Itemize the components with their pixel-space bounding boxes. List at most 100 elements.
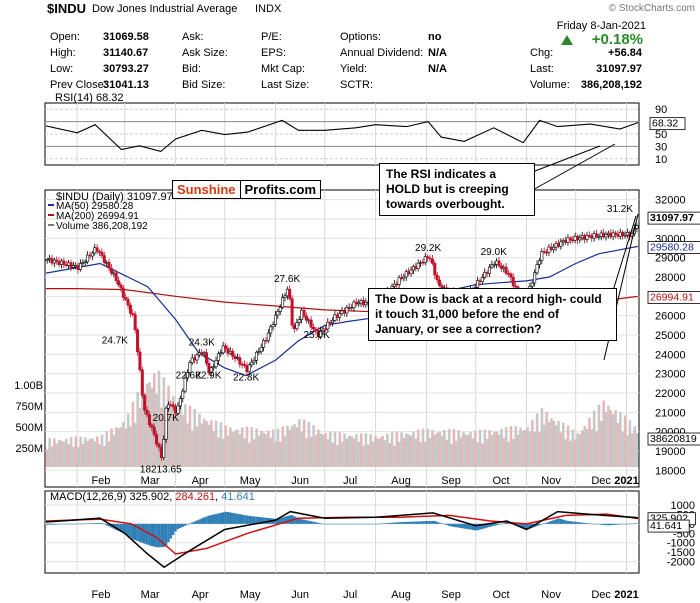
volume-bar	[388, 442, 392, 467]
price-axis-label: 29000	[655, 253, 686, 265]
quote-label: Prev Close:	[50, 79, 107, 91]
legend-swatch	[48, 224, 54, 226]
quote-value: N/A	[428, 63, 447, 75]
price-candle	[112, 272, 116, 275]
volume-bar	[84, 437, 87, 467]
macd-histogram-bar	[264, 517, 268, 524]
volume-bar	[428, 437, 432, 467]
macd-histogram-bar	[321, 523, 325, 525]
macd-histogram-bar	[317, 522, 320, 524]
price-candle	[423, 256, 427, 264]
volume-bar	[621, 431, 625, 467]
volume-bar	[592, 410, 596, 467]
volume-bar	[371, 441, 375, 467]
volume-bar	[405, 433, 408, 467]
volume-bar	[88, 439, 92, 467]
quote-label: SCTR:	[340, 79, 373, 91]
volume-bar	[526, 427, 529, 467]
volume-bar	[502, 437, 506, 467]
price-annotation: 25.0K	[304, 330, 330, 341]
macd-histogram-bar	[474, 523, 477, 531]
price-candle	[262, 340, 266, 348]
month-label: 2021	[614, 589, 638, 601]
price-candle	[587, 235, 591, 237]
macd-histogram-bar	[566, 520, 570, 524]
price-candle	[338, 313, 342, 318]
macd-histogram-bar	[131, 523, 135, 540]
macd-histogram-bar	[324, 523, 327, 525]
macd-histogram-bar	[502, 523, 505, 525]
volume-bar	[367, 444, 370, 467]
price-annotation: 22.6K	[176, 371, 202, 382]
macd-histogram-bar	[274, 518, 277, 524]
price-annotation: 27.6K	[274, 274, 300, 285]
macd-histogram-bar	[245, 515, 249, 524]
macd-histogram-bar	[136, 523, 139, 542]
volume-bar	[485, 438, 489, 467]
volume-bar	[369, 434, 372, 467]
volume-bar	[110, 428, 113, 467]
price-candle	[514, 285, 518, 288]
volume-bar	[504, 426, 508, 467]
volume-bar	[126, 413, 130, 467]
volume-bar	[585, 428, 589, 467]
price-candle	[304, 315, 308, 321]
macd-axis-label: 1000	[671, 500, 695, 512]
macd-histogram-bar	[462, 523, 465, 529]
volume-bar	[590, 429, 594, 467]
volume-bar	[350, 436, 353, 467]
price-annotation: 29.2K	[415, 243, 441, 254]
macd-histogram-bar	[369, 523, 372, 525]
volume-bar	[395, 431, 399, 467]
macd-histogram-bar	[105, 523, 108, 526]
macd-histogram-bar	[250, 516, 253, 524]
volume-bar	[390, 432, 394, 467]
volume-bar	[288, 429, 292, 467]
price-candle	[319, 330, 323, 338]
price-legend-text: MA(200) 26994.91	[56, 211, 139, 222]
rsi-callout: The RSI indicates a HOLD but is creeping…	[379, 163, 535, 216]
quote-date: Friday 8-Jan-2021	[556, 20, 646, 32]
volume-bar	[305, 438, 308, 467]
price-candle	[342, 310, 346, 314]
volume-bar	[129, 426, 132, 467]
price-candle	[233, 355, 237, 359]
month-label: Oct	[493, 589, 510, 601]
price-candle	[74, 264, 78, 267]
price-legend-item: Volume 386,208,192	[48, 221, 148, 232]
macd-histogram-bar	[359, 523, 363, 525]
macd-hist-current-label: 41.641	[650, 520, 682, 532]
volume-bar	[583, 425, 586, 467]
month-label: Nov	[541, 589, 561, 601]
price-axis-label: 21000	[655, 407, 686, 419]
price-candle	[597, 236, 601, 238]
macd-histogram-bar	[141, 523, 144, 543]
volume-bar	[561, 422, 565, 467]
volume-bar	[602, 400, 606, 467]
volume-bar	[181, 414, 185, 467]
macd-histogram-bar	[445, 523, 448, 526]
price-candle	[224, 345, 228, 349]
macd-value: 325.902	[129, 491, 170, 503]
volume-bar	[172, 396, 175, 467]
volume-bar	[538, 432, 541, 467]
volume-axis-label: 250M	[15, 443, 43, 455]
macd-histogram-bar	[450, 523, 453, 527]
price-candle	[264, 340, 268, 342]
volume-bar	[255, 428, 258, 467]
volume-bar	[383, 440, 387, 467]
macd-histogram-bar	[523, 523, 527, 529]
volume-bar	[333, 431, 337, 467]
volume-bar	[72, 446, 75, 467]
month-label: 2021	[614, 475, 638, 487]
price-candle	[492, 264, 496, 266]
price-candle	[176, 405, 180, 414]
price-candle	[545, 251, 549, 254]
quote-label: Yield:	[340, 63, 368, 75]
month-label: Apr	[192, 589, 209, 601]
rsi-axis-label: 30	[655, 141, 667, 153]
macd-histogram-bar	[576, 522, 579, 524]
macd-histogram-bar	[550, 521, 553, 524]
volume-bar	[271, 429, 275, 467]
volume-bar	[588, 417, 591, 467]
